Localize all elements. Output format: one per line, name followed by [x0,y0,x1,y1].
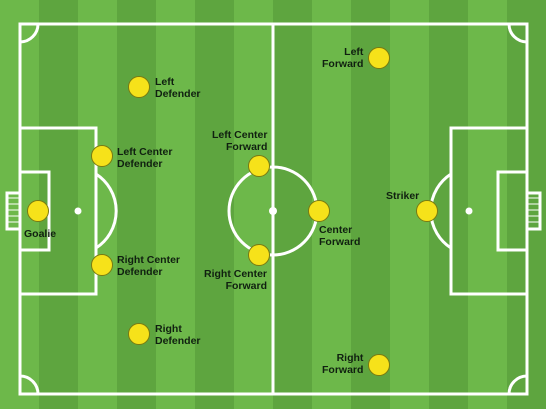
grass-stripe [234,0,274,409]
label-left-center-forward: Left Center Forward [212,129,268,153]
player-right-forward [368,354,390,376]
grass-stripe [468,0,508,409]
label-left-center-defender: Left Center Defender [117,146,173,170]
label-right-center-forward: Right Center Forward [204,268,267,292]
label-right-defender: Right Defender [155,323,201,347]
player-right-center-defender [91,254,113,276]
corner-arc [507,23,528,44]
player-center-forward [308,200,330,222]
left-penalty-arc [95,172,118,250]
right-goal [525,191,542,231]
corner-arc [507,374,528,395]
label-left-defender: Left Defender [155,76,201,100]
grass-stripe [78,0,118,409]
left-penalty-spot [74,207,82,215]
player-striker [416,200,438,222]
corner-arc [19,23,40,44]
grass-stripe [273,0,313,409]
label-right-center-defender: Right Center Defender [117,254,180,278]
corner-arc [19,374,40,395]
label-center-forward: Center Forward [319,224,361,248]
label-right-forward: Right Forward [322,352,364,376]
grass-stripe [156,0,196,409]
label-goalie: Goalie [24,228,57,240]
player-right-center-forward [248,244,270,266]
left-goal [5,191,22,231]
center-spot [269,207,277,215]
player-left-center-defender [91,145,113,167]
player-left-forward [368,47,390,69]
grass-stripe [351,0,391,409]
player-left-defender [128,76,150,98]
label-striker: Striker [386,190,420,202]
player-left-center-forward [248,155,270,177]
player-goalie [27,200,49,222]
right-penalty-spot [465,207,473,215]
label-left-forward: Left Forward [322,46,364,70]
player-right-defender [128,323,150,345]
grass-stripe [117,0,157,409]
